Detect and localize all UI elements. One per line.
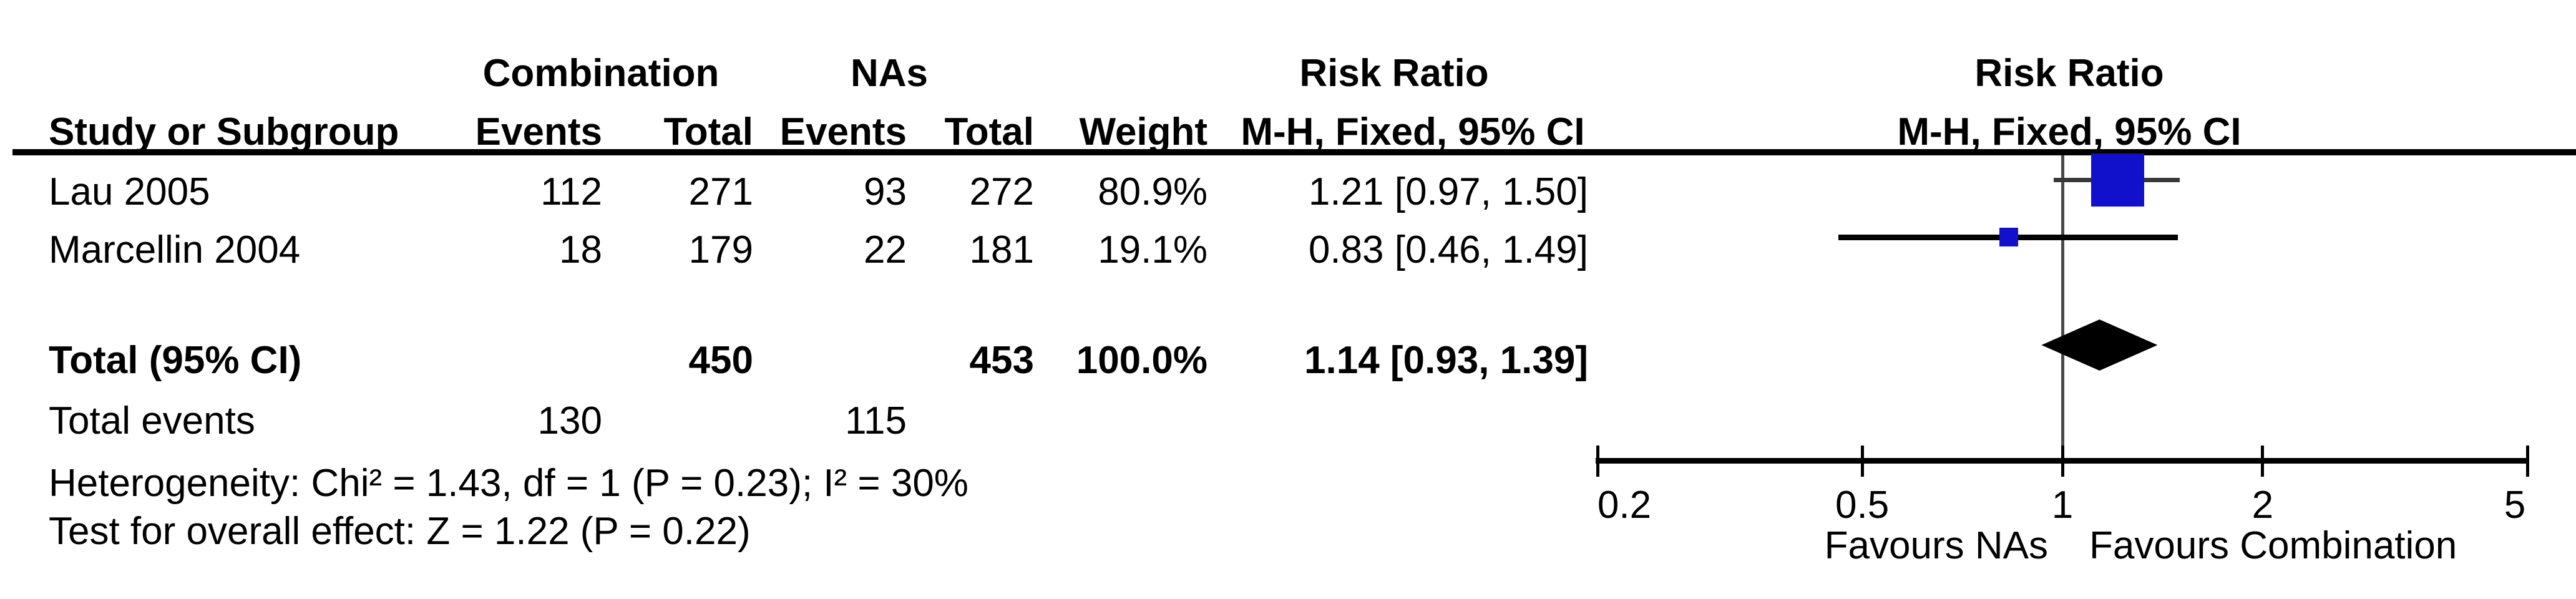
column-header-total-combination: Total xyxy=(663,110,754,153)
column-header-total-nas: Total xyxy=(944,110,1035,153)
column-header-mh-ci-right: M-H, Fixed, 95% CI xyxy=(1897,110,2242,153)
axis-tick-label: 1 xyxy=(2051,484,2074,527)
axis-tick xyxy=(2061,446,2064,477)
weight-square xyxy=(1999,228,2018,246)
heterogeneity-line: Heterogeneity: Chi² = 1.43, df = 1 (P = … xyxy=(49,462,968,505)
axis-tick-label: 0.2 xyxy=(1597,484,1652,527)
events-combination-value: 112 xyxy=(540,170,602,213)
ci-text-value: 0.83 [0.46, 1.49] xyxy=(1308,228,1588,271)
axis-tick-label: 2 xyxy=(2252,484,2274,527)
group-header-risk-ratio-right: Risk Ratio xyxy=(1974,52,2164,95)
column-header-mh-ci-left: M-H, Fixed, 95% CI xyxy=(1241,110,1585,153)
total-nas-value: 272 xyxy=(969,170,1034,213)
study-name: Marcellin 2004 xyxy=(49,228,301,271)
total-combination-value: 271 xyxy=(688,170,753,213)
total-combination-sum: 450 xyxy=(688,339,753,382)
null-effect-line xyxy=(2061,155,2064,462)
total-events-combination: 130 xyxy=(537,399,602,442)
group-header-risk-ratio-left: Risk Ratio xyxy=(1299,52,1489,95)
overall-effect-line: Test for overall effect: Z = 1.22 (P = 0… xyxy=(49,510,751,553)
total-ci-text: 1.14 [0.93, 1.39] xyxy=(1304,339,1588,382)
total-events-nas: 115 xyxy=(845,399,907,442)
axis-tick xyxy=(2525,446,2529,477)
column-header-events-combination: Events xyxy=(475,110,602,153)
total-weight: 100.0% xyxy=(1076,339,1208,382)
events-nas-value: 93 xyxy=(864,170,907,213)
column-header-events-nas: Events xyxy=(779,110,907,153)
axis-tick xyxy=(2261,446,2265,477)
total-events-label: Total events xyxy=(49,399,255,442)
header-rule xyxy=(12,149,2576,155)
favours-right-label: Favours Combination xyxy=(2089,524,2457,567)
summary-diamond xyxy=(2041,319,2158,371)
total-row-label: Total (95% CI) xyxy=(49,339,302,382)
study-name: Lau 2005 xyxy=(49,170,210,213)
column-header-study: Study or Subgroup xyxy=(49,110,399,153)
total-nas-sum: 453 xyxy=(969,339,1034,382)
weight-value: 19.1% xyxy=(1098,228,1208,271)
events-nas-value: 22 xyxy=(864,228,907,271)
axis-tick xyxy=(1596,446,1599,477)
favours-left-label: Favours NAs xyxy=(1824,524,2048,567)
group-header-nas: NAs xyxy=(850,52,929,95)
column-header-weight: Weight xyxy=(1079,110,1208,153)
total-combination-value: 179 xyxy=(688,228,753,271)
axis-tick xyxy=(1860,446,1864,477)
axis-tick-label: 0.5 xyxy=(1835,484,1890,527)
total-nas-value: 181 xyxy=(969,228,1034,271)
group-header-combination: Combination xyxy=(482,52,720,95)
weight-square xyxy=(2091,153,2144,207)
ci-text-value: 1.21 [0.97, 1.50] xyxy=(1308,170,1588,213)
events-combination-value: 18 xyxy=(559,228,602,271)
axis-tick-label: 5 xyxy=(2504,484,2526,527)
weight-value: 80.9% xyxy=(1098,170,1208,213)
